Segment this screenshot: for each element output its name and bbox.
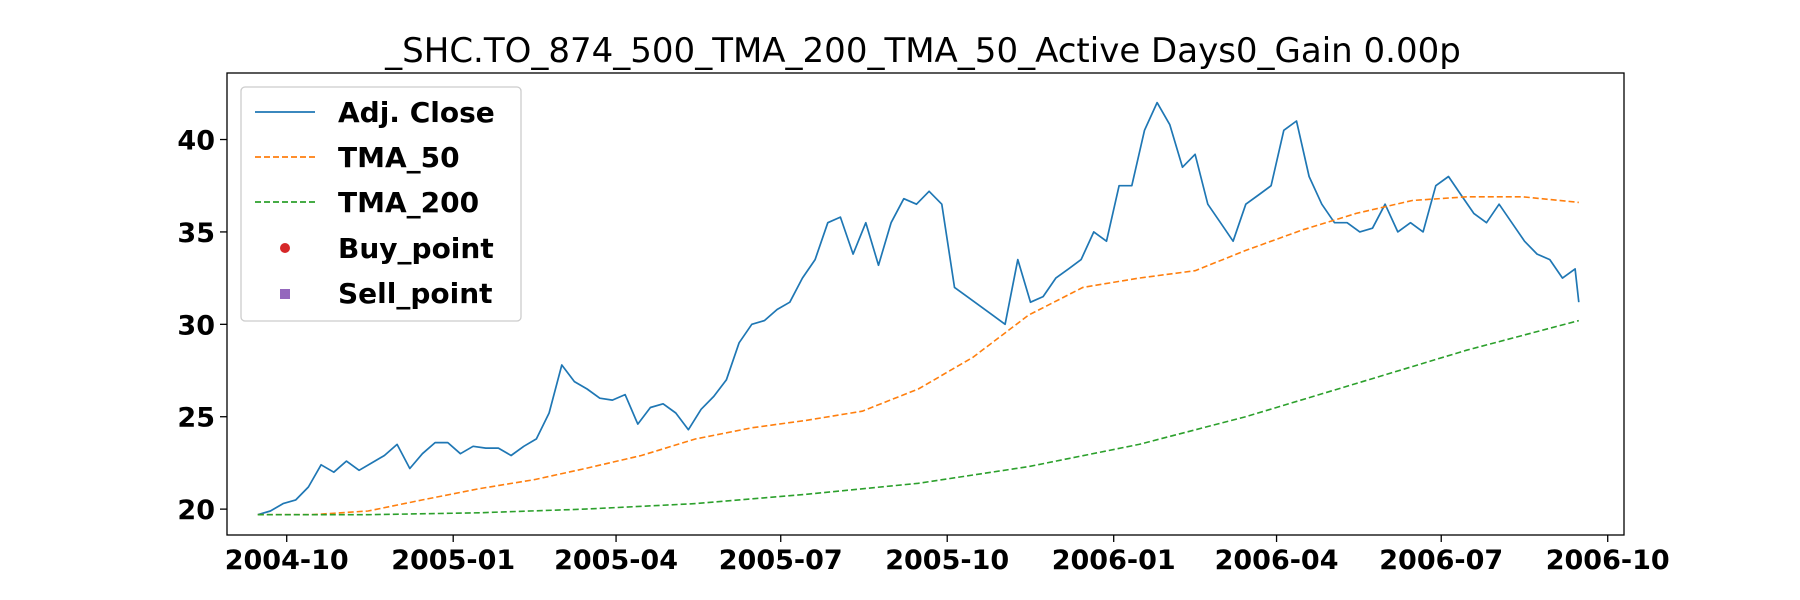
x-tick-label: 2006-01 <box>1052 545 1176 576</box>
x-tick-label: 2004-10 <box>225 545 349 576</box>
legend-label-tma-200: TMA_200 <box>338 186 479 219</box>
x-axis: 2004-10 2005-01 2005-04 2005-07 2005-10 2006-… <box>225 535 1670 576</box>
series-line-tma-50 <box>257 196 1579 516</box>
x-tick-label: 2005-07 <box>719 545 843 576</box>
x-tick-label: 2006-07 <box>1379 545 1503 576</box>
plot-area <box>226 72 1625 536</box>
x-tick-label: 2005-04 <box>554 545 678 576</box>
y-tick-label: 30 <box>177 310 215 341</box>
x-tick-label: 2006-04 <box>1215 545 1339 576</box>
y-tick-label: 35 <box>177 218 215 249</box>
legend-label-sell-point: Sell_point <box>338 277 493 310</box>
legend-label-tma-50: TMA_50 <box>338 141 460 174</box>
chart-title: _SHC.TO_874_500_TMA_200_TMA_50_Active Da… <box>384 31 1461 71</box>
series-group <box>257 101 1580 516</box>
y-tick-label: 20 <box>177 495 215 526</box>
x-tick-label: 2005-10 <box>885 545 1009 576</box>
legend-marker-sell-point <box>280 289 290 299</box>
legend-label-adj-close: Adj. Close <box>338 96 495 129</box>
y-tick-label: 25 <box>177 403 215 434</box>
y-tick-label: 40 <box>177 126 215 157</box>
legend-box <box>240 86 522 322</box>
legend-label-buy-point: Buy_point <box>338 232 494 265</box>
legend: Adj. Close TMA_50 TMA_200 Buy_point Sell… <box>240 86 522 322</box>
y-axis: 20 25 30 35 40 <box>177 126 227 526</box>
legend-marker-buy-point <box>280 243 290 253</box>
x-tick-label: 2006-10 <box>1546 545 1670 576</box>
x-tick-label: 2005-01 <box>391 545 515 576</box>
series-line-tma-200 <box>257 319 1580 516</box>
series-line-adj-close <box>257 101 1580 516</box>
